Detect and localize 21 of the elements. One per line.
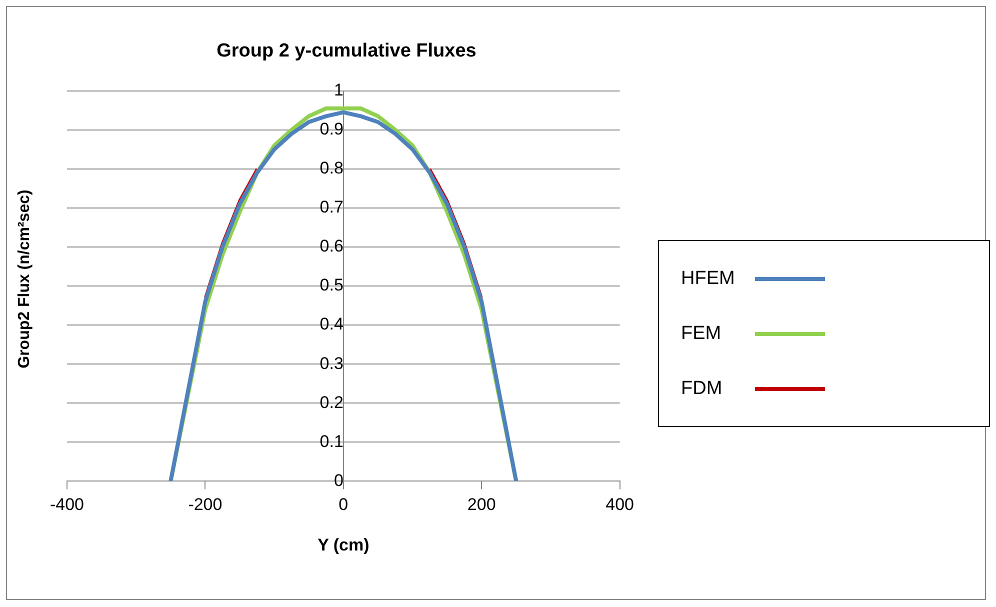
- y-tick-label: 0.8: [320, 158, 344, 178]
- y-tick-label: 0.9: [320, 120, 344, 139]
- y-tick-label: 0: [334, 470, 344, 490]
- x-tick-label: -200: [188, 495, 222, 514]
- y-axis-title: Group2 Flux (n/cm²sec): [16, 188, 34, 370]
- y-tick-label: 0.1: [320, 432, 344, 451]
- y-tick-label: 0.3: [320, 354, 344, 373]
- legend-label: FDM: [681, 378, 724, 400]
- legend-label: FEM: [681, 322, 722, 344]
- x-tick-label: -400: [50, 495, 84, 514]
- legend-label: HFEM: [681, 268, 736, 290]
- y-tick-label: 0.2: [320, 392, 344, 412]
- y-tick-label: 1: [334, 80, 344, 100]
- y-tick-label: 0.4: [320, 314, 344, 334]
- x-axis-title: Y (cm): [318, 535, 370, 554]
- y-tick-label: 0.5: [320, 276, 344, 295]
- x-tick-label: 200: [467, 495, 496, 514]
- x-tick-label: 400: [606, 495, 634, 514]
- y-tick-label: 0.7: [320, 198, 344, 217]
- y-tick-label: 0.6: [320, 236, 344, 256]
- chart-title: Group 2 y-cumulative Fluxes: [216, 40, 476, 62]
